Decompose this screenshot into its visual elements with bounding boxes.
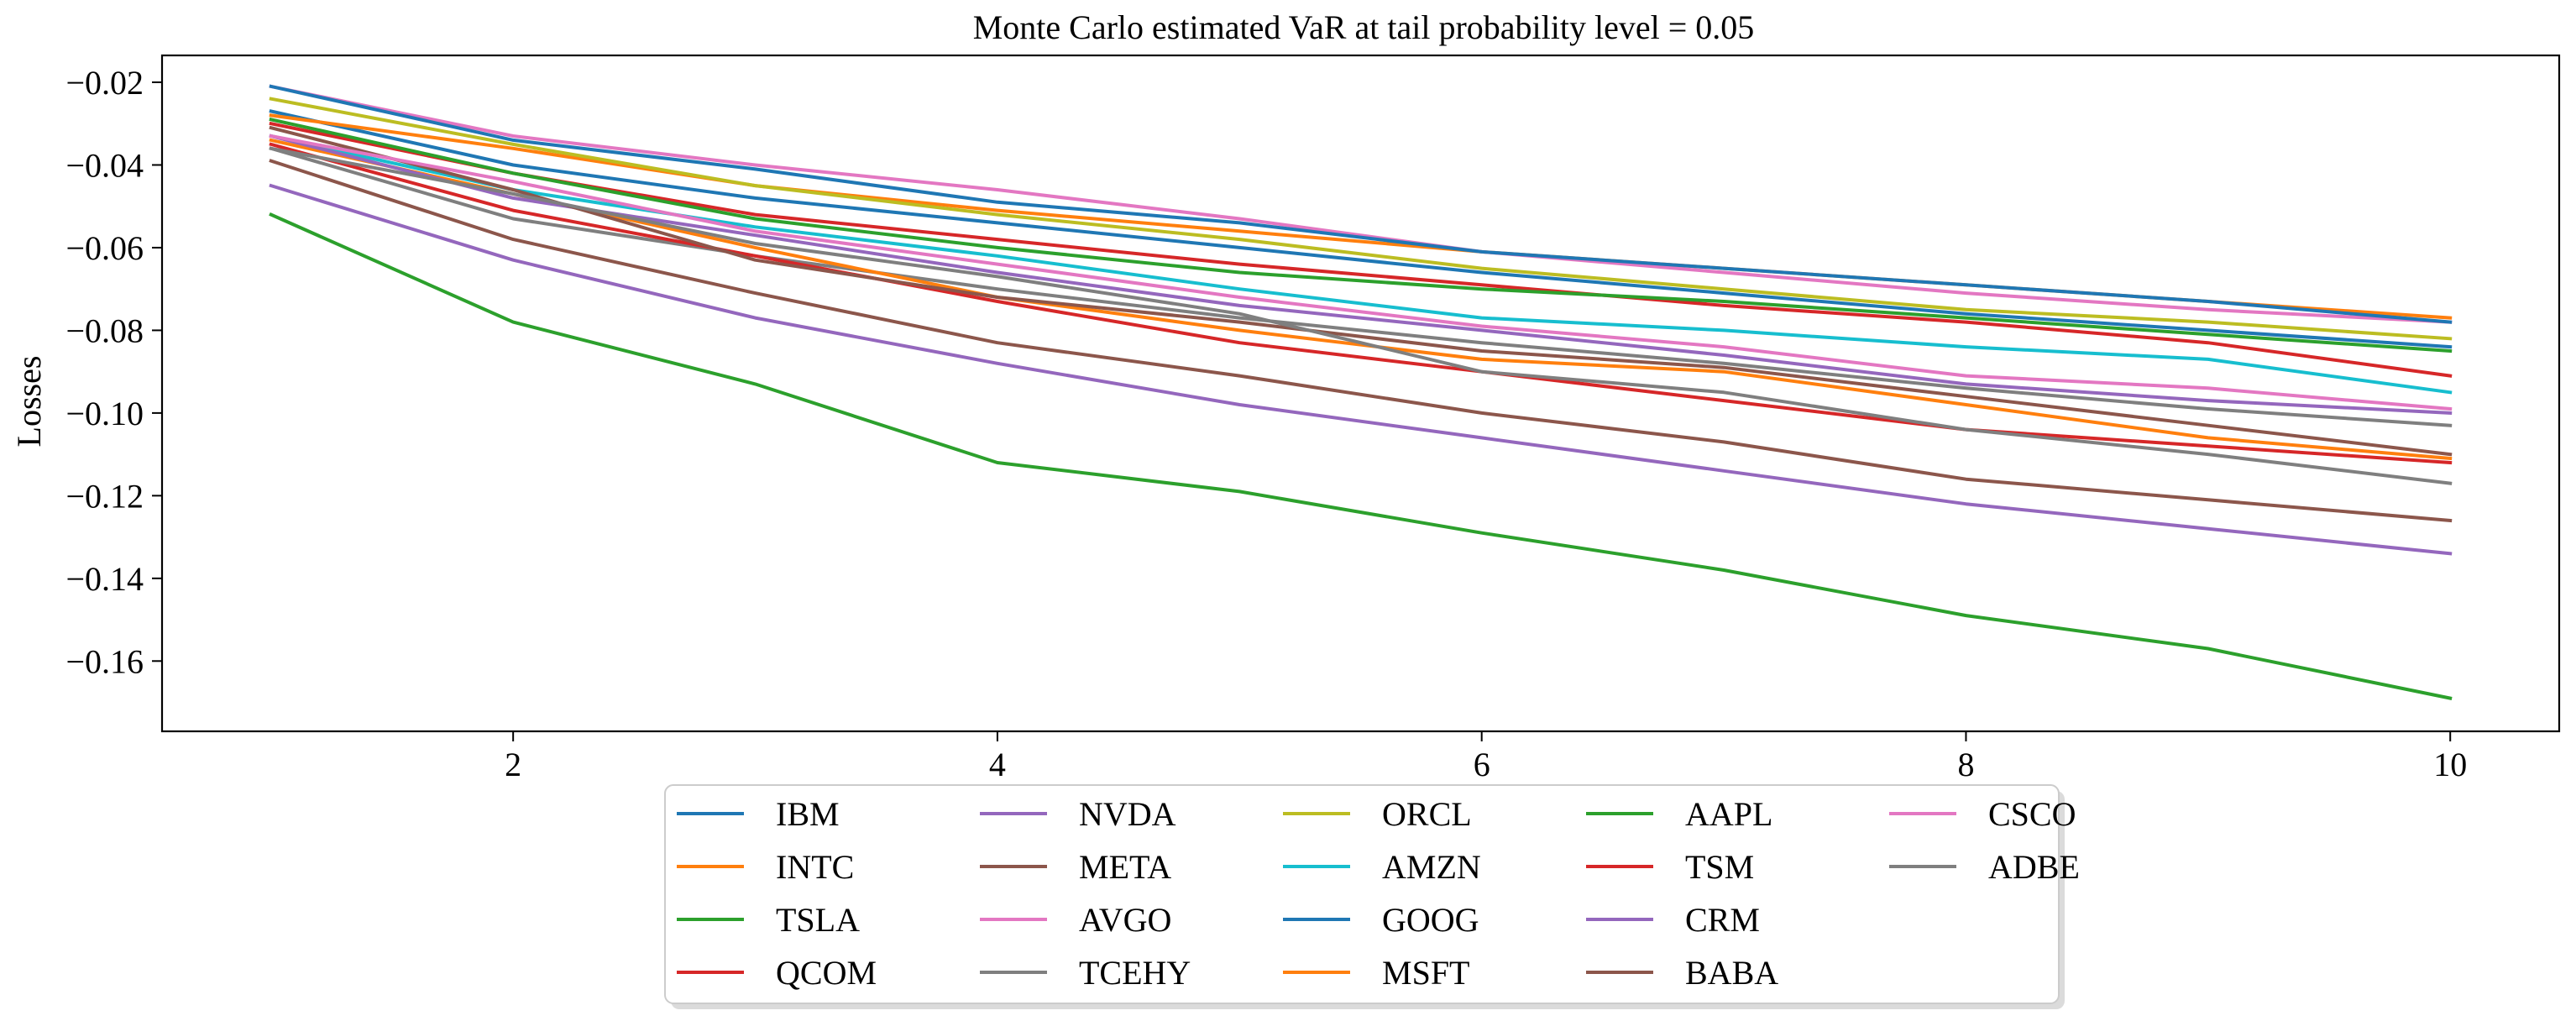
legend: IBM INTC TSLA QCOM NVDA META AVGO TCEHY ORCL AMZN… <box>664 784 2080 1009</box>
legend-label-nvda: NVDA <box>1079 795 1176 833</box>
y-tick-label: −0.08 <box>65 312 144 349</box>
series-line-tcehy <box>269 146 2453 427</box>
series-line-baba <box>269 125 2453 457</box>
legend-item-tsla: TSLA <box>677 901 860 939</box>
legend-label-aapl: AAPL <box>1685 795 1772 833</box>
legend-item-goog: GOOG <box>1283 901 1479 939</box>
legend-item-nvda: NVDA <box>980 795 1176 833</box>
series-line-tsla <box>269 212 2453 700</box>
legend-item-tcehy: TCEHY <box>980 954 1191 992</box>
legend-item-ibm: IBM <box>677 795 840 833</box>
x-tick-label: 8 <box>1957 746 1974 783</box>
legend-label-goog: GOOG <box>1382 901 1479 939</box>
legend-box <box>664 784 2060 1004</box>
series-line-amzn <box>269 134 2453 395</box>
legend-item-tsm: TSM <box>1586 848 1754 886</box>
x-axis: 2 4 6 8 10 <box>505 731 2467 783</box>
series-line-csco <box>269 134 2453 411</box>
plot-area: 2 4 6 8 10 −0.02 −0.04 −0.06 −0.08 −0.10 −0.12 −0.1… <box>65 54 2561 783</box>
series-line-orcl <box>269 97 2453 341</box>
series-line-adbe <box>269 146 2453 485</box>
y-tick-label: −0.04 <box>65 146 144 184</box>
x-tick-label: 6 <box>1474 746 1490 783</box>
legend-item-intc: INTC <box>677 848 854 886</box>
legend-label-ibm: IBM <box>776 795 840 833</box>
legend-item-adbe: ADBE <box>1889 848 2080 886</box>
y-tick-label: −0.14 <box>65 560 144 598</box>
legend-label-csco: CSCO <box>1988 795 2076 833</box>
axes-frame <box>160 54 2561 733</box>
y-tick-label: −0.06 <box>65 229 144 267</box>
series-line-avgo <box>269 84 2453 324</box>
legend-label-msft: MSFT <box>1382 954 1470 992</box>
y-tick-label: −0.16 <box>65 642 144 680</box>
legend-item-amzn: AMZN <box>1283 848 1481 886</box>
series-line-ibm <box>269 109 2453 349</box>
series-line-crm <box>269 134 2453 415</box>
series-line-meta <box>269 159 2453 523</box>
series-line-aapl <box>269 117 2453 353</box>
y-tick-label: −0.12 <box>65 477 144 515</box>
series-line-qcom <box>269 121 2453 378</box>
legend-item-avgo: AVGO <box>980 901 1171 939</box>
legend-label-tsla: TSLA <box>776 901 860 939</box>
chart-title: Monte Carlo estimated VaR at tail probab… <box>973 8 1755 46</box>
series-line-msft <box>269 138 2453 461</box>
x-tick-label: 4 <box>989 746 1006 783</box>
legend-label-amzn: AMZN <box>1382 848 1481 886</box>
legend-label-tcehy: TCEHY <box>1079 954 1191 992</box>
series-line-goog <box>269 84 2453 324</box>
y-tick-label: −0.10 <box>65 395 144 432</box>
legend-item-qcom: QCOM <box>677 954 877 992</box>
legend-item-crm: CRM <box>1586 901 1760 939</box>
y-axis-label: Losses <box>10 356 48 448</box>
legend-label-avgo: AVGO <box>1079 901 1171 939</box>
legend-item-orcl: ORCL <box>1283 795 1472 833</box>
series-line-tsm <box>269 142 2453 465</box>
legend-label-orcl: ORCL <box>1382 795 1472 833</box>
legend-label-tsm: TSM <box>1685 848 1754 886</box>
legend-label-crm: CRM <box>1685 901 1760 939</box>
legend-label-adbe: ADBE <box>1988 848 2080 886</box>
legend-item-meta: META <box>980 848 1171 886</box>
y-tick-label: −0.02 <box>65 64 144 102</box>
legend-item-aapl: AAPL <box>1586 795 1772 833</box>
legend-item-baba: BABA <box>1586 954 1778 992</box>
legend-item-csco: CSCO <box>1889 795 2076 833</box>
series-group <box>269 84 2453 700</box>
legend-label-baba: BABA <box>1685 954 1778 992</box>
legend-label-qcom: QCOM <box>776 954 877 992</box>
x-tick-label: 2 <box>505 746 521 783</box>
x-tick-label: 10 <box>2433 746 2467 783</box>
legend-label-intc: INTC <box>776 848 854 886</box>
series-line-nvda <box>269 183 2453 556</box>
y-axis: −0.02 −0.04 −0.06 −0.08 −0.10 −0.12 −0.14 −0.16 <box>65 64 162 680</box>
legend-label-meta: META <box>1079 848 1171 886</box>
legend-item-msft: MSFT <box>1283 954 1470 992</box>
